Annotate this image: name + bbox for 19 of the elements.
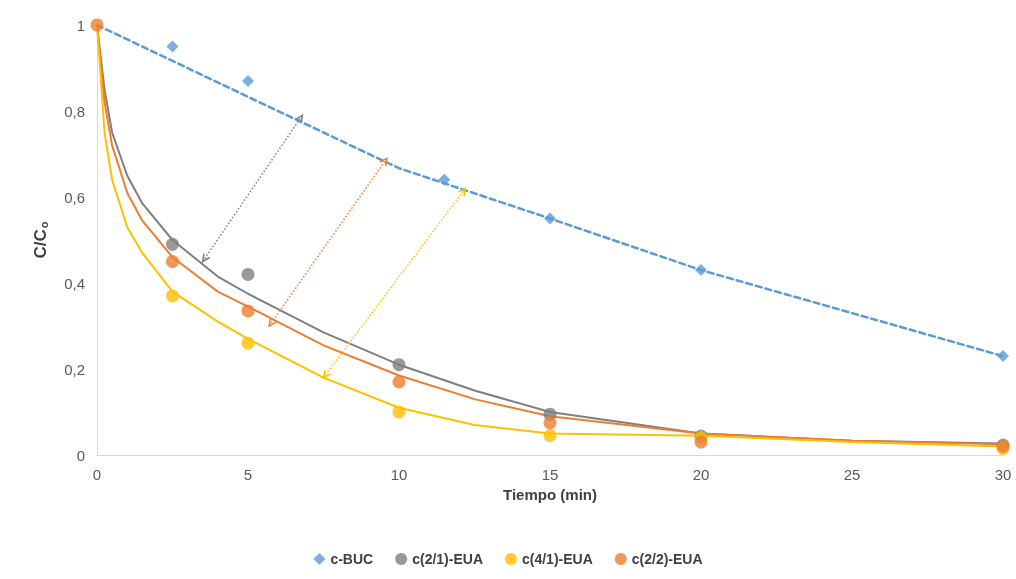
x-tick-label: 0	[92, 466, 102, 483]
legend-label: c(2/1)-EUA	[412, 551, 483, 567]
legend-label: c(4/1)-EUA	[521, 551, 593, 567]
x-tick-label: 30	[994, 466, 1012, 483]
y-tick-label: 0	[76, 446, 85, 464]
y-axis-title: C/Co	[31, 221, 50, 259]
x-tick-label: 20	[692, 466, 710, 483]
y-tick-label: 0,6	[64, 188, 85, 206]
x-tick-label: 25	[843, 466, 861, 483]
x-axis-title: Tiempo (min)	[503, 486, 597, 503]
y-tick-label: 0,4	[64, 274, 85, 292]
x-tick-label: 15	[541, 466, 559, 483]
x-tick-label: 10	[390, 466, 408, 483]
y-tick-label: 0,8	[64, 102, 85, 120]
x-tick-label: 5	[243, 466, 253, 483]
y-tick-label: 0,2	[64, 360, 85, 378]
legend-label: c(2/2)-EUA	[631, 551, 703, 567]
legend-label: c-BUC	[330, 551, 374, 567]
y-tick-label: 1	[76, 16, 85, 34]
